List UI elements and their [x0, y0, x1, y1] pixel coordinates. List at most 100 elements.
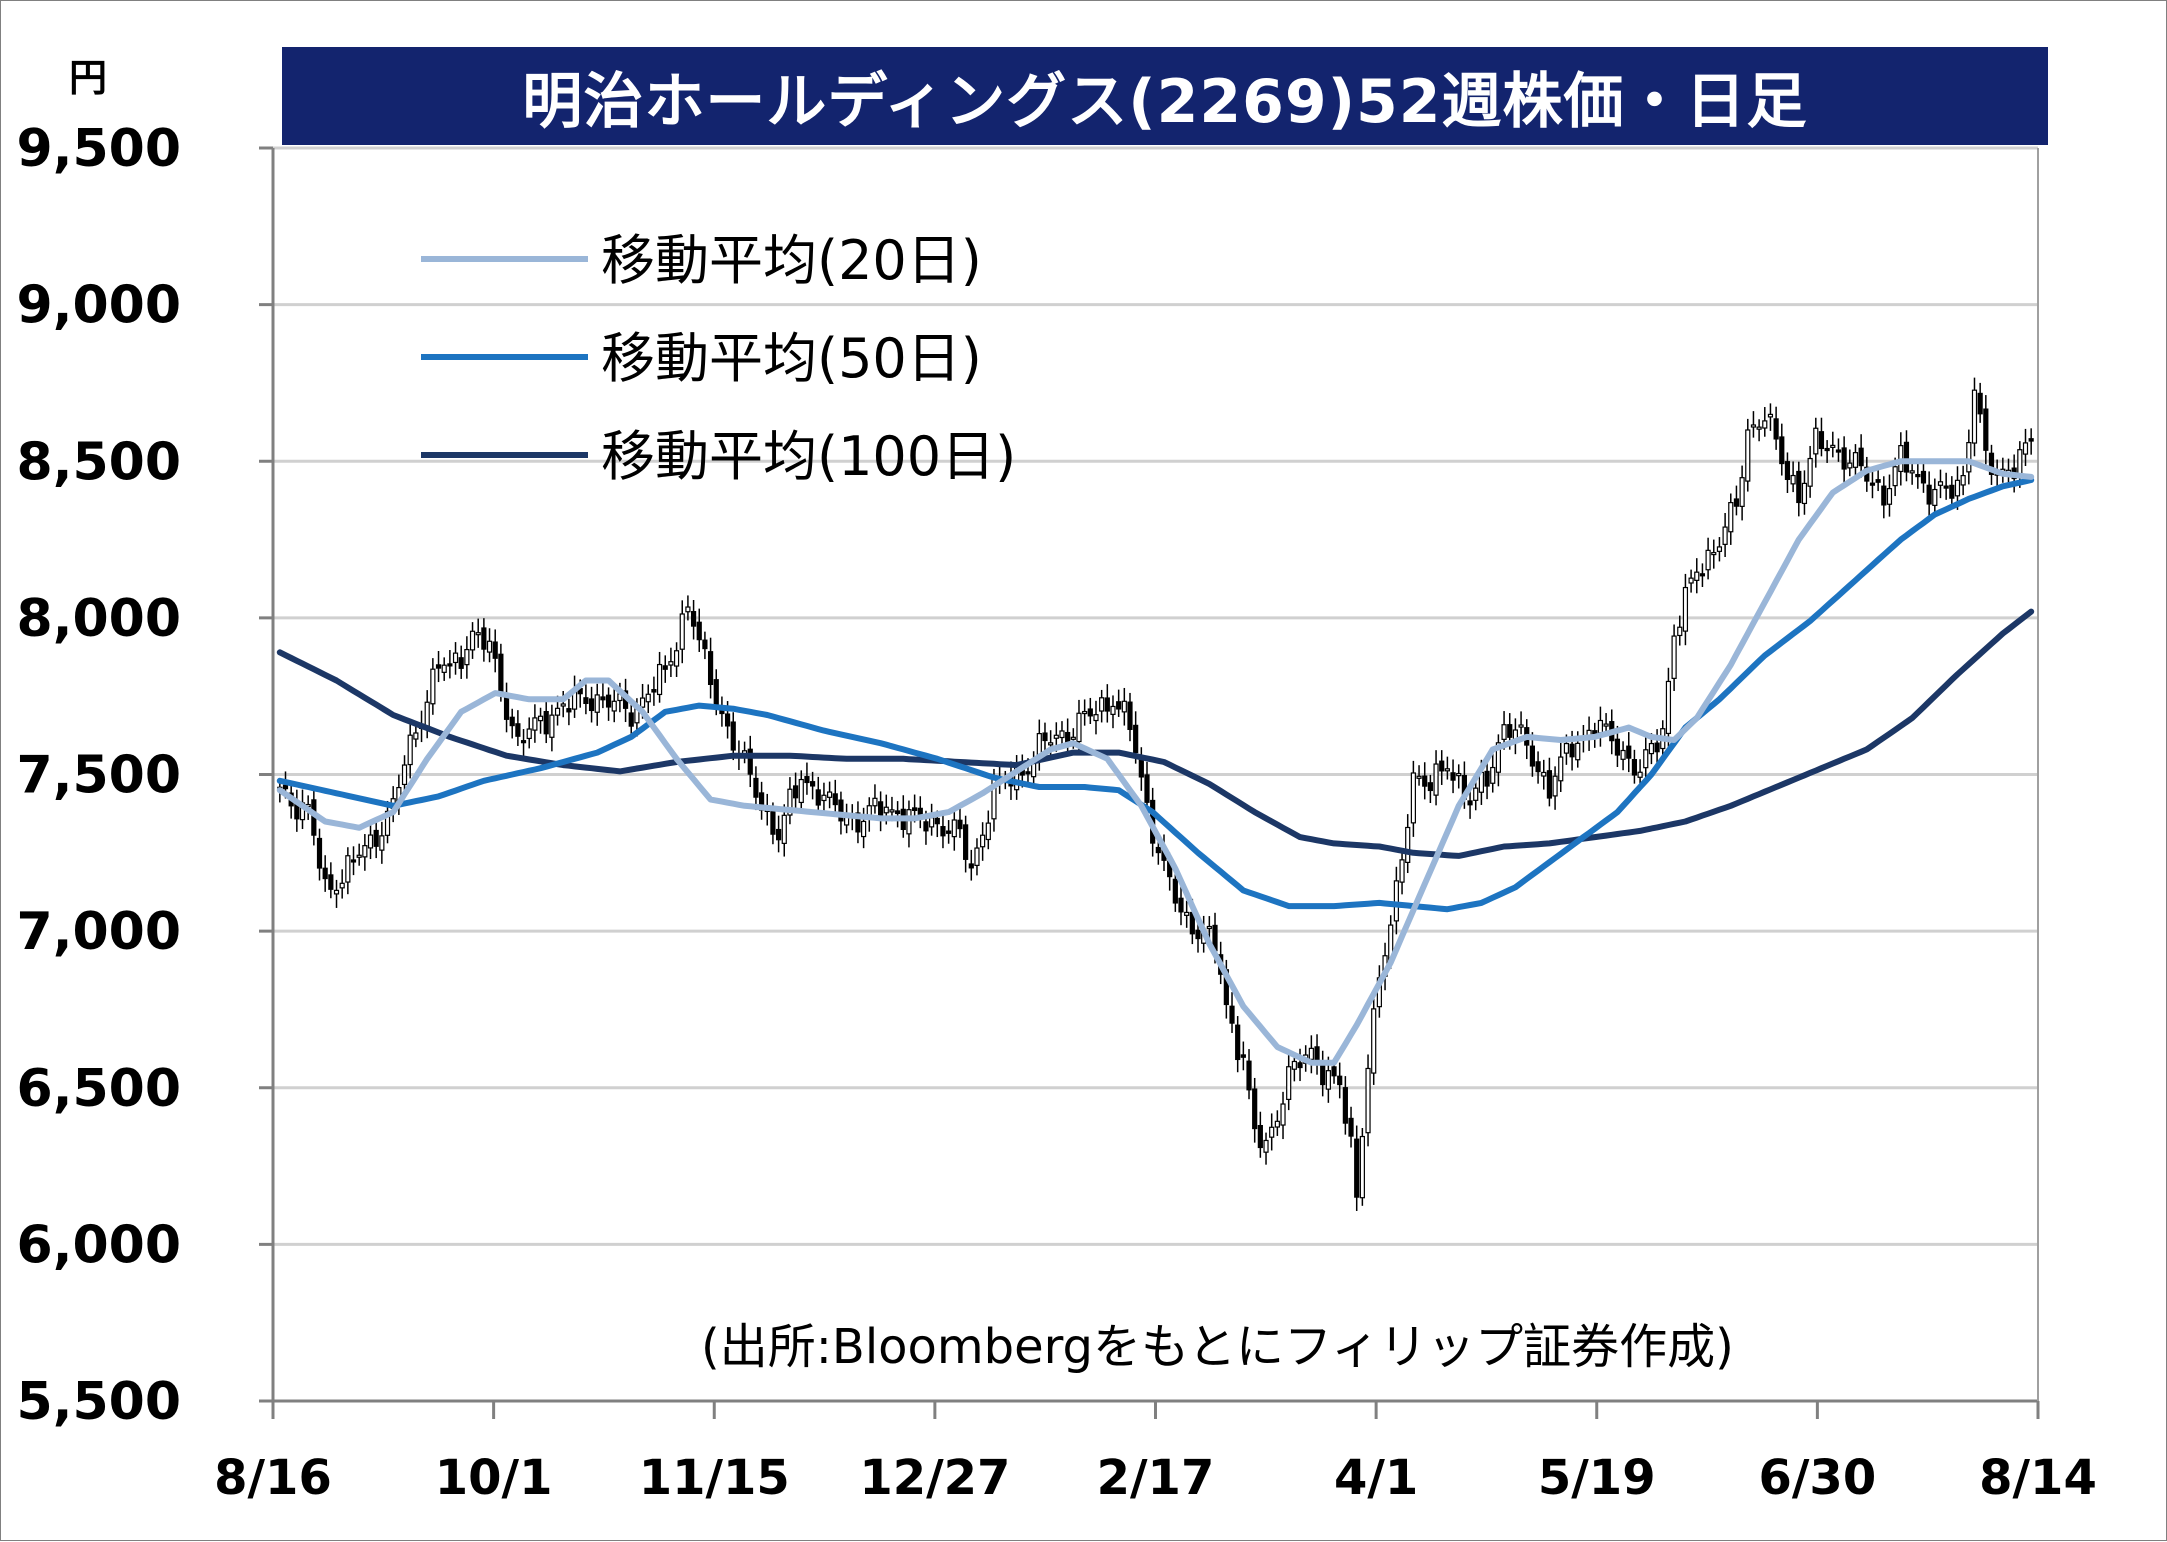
- candle-body: [651, 689, 657, 693]
- candle-body: [1801, 482, 1808, 505]
- candle-body: [1960, 475, 1966, 486]
- candle-body: [827, 791, 833, 798]
- candle-body: [498, 653, 504, 693]
- candle-body: [929, 817, 935, 828]
- candle-body: [1473, 787, 1479, 801]
- ma100-line: [276, 608, 2035, 859]
- candle-body: [951, 819, 957, 838]
- candle-body: [696, 621, 702, 641]
- candle-body: [1954, 479, 1961, 497]
- x-tick-label: 12/27: [859, 1450, 1010, 1506]
- candle-body: [464, 648, 470, 666]
- candle-body: [1937, 481, 1944, 486]
- candle-body: [985, 822, 991, 841]
- candle-body: [685, 606, 691, 613]
- candle-body: [1841, 447, 1847, 470]
- candle-body: [1104, 697, 1110, 712]
- y-tick-label: 6,000: [17, 1215, 181, 1275]
- candle-body: [855, 812, 861, 833]
- candle-body: [1773, 418, 1779, 440]
- candle-body: [1858, 447, 1864, 467]
- candle-body: [1110, 705, 1116, 715]
- candle-body: [1966, 442, 1972, 473]
- candle-body: [1495, 742, 1501, 773]
- candle-body: [815, 789, 821, 806]
- candle-body: [520, 740, 527, 744]
- candle-body: [1535, 761, 1541, 773]
- x-tick-label: 6/30: [1759, 1450, 1877, 1506]
- candle-body: [401, 764, 408, 786]
- axes: 9,500 9,000 8,500 8,000 7,500 7,000 6,500 6,000…: [17, 119, 2097, 1506]
- candle-body: [912, 807, 918, 812]
- candle-body: [980, 834, 986, 848]
- x-tick-label: 8/14: [1979, 1450, 2097, 1506]
- y-tick-label: 7,000: [17, 902, 181, 962]
- candle-body: [1682, 586, 1689, 632]
- candle-body: [526, 728, 532, 740]
- candle-body: [1762, 420, 1768, 429]
- candle-body: [1235, 1024, 1241, 1061]
- candle-body: [1620, 749, 1626, 760]
- candle-body: [713, 679, 719, 707]
- candle-body: [1614, 738, 1621, 756]
- candle-body: [1767, 413, 1774, 418]
- candle-body: [447, 663, 453, 667]
- candle-body: [1331, 1066, 1337, 1077]
- candle-body: [832, 793, 838, 806]
- candle-body: [1648, 742, 1655, 755]
- candle-body: [1456, 772, 1462, 777]
- candle-body: [1739, 477, 1745, 507]
- candle-body: [821, 794, 827, 802]
- candle-body: [1796, 470, 1802, 504]
- candle-body: [413, 732, 419, 740]
- candle-body: [1410, 772, 1416, 824]
- x-tick-label: 8/16: [214, 1450, 332, 1506]
- legend-label-ma20: 移動平均(20日): [601, 229, 982, 292]
- candle-body: [1518, 724, 1524, 728]
- candle-body: [1116, 701, 1122, 710]
- y-tick-label: 6,500: [17, 1059, 181, 1119]
- candle-body: [1699, 573, 1706, 577]
- candle-body: [1926, 484, 1932, 505]
- candle-body: [1065, 731, 1071, 743]
- candle-body: [1507, 724, 1513, 738]
- candle-body: [1422, 775, 1428, 787]
- candle-body: [946, 830, 952, 834]
- candle-body: [1365, 1067, 1371, 1134]
- candle-body: [1807, 457, 1813, 487]
- candle-body: [475, 632, 481, 636]
- source-note: (出所:Bloombergをもとにフィリップ証券作成): [701, 1319, 1734, 1375]
- candle-body: [1172, 878, 1178, 904]
- candle-body: [441, 664, 447, 673]
- candle-body: [1977, 392, 1983, 415]
- candle-body: [486, 640, 493, 653]
- candle-body: [1405, 826, 1411, 864]
- candle-body: [781, 814, 787, 844]
- candle-body: [1240, 1054, 1246, 1058]
- candle-body: [1671, 635, 1677, 679]
- candle-body: [895, 810, 901, 815]
- candle-body: [2022, 442, 2029, 455]
- candle-body: [889, 809, 895, 813]
- candle-body: [600, 696, 606, 701]
- candle-body: [481, 627, 487, 650]
- candle-body: [804, 776, 810, 784]
- candle-body: [702, 639, 708, 650]
- candle-body: [1184, 911, 1190, 916]
- candle-body: [424, 701, 430, 727]
- candle-body: [656, 663, 663, 696]
- candle-body: [1042, 732, 1048, 742]
- candle-body: [1337, 1075, 1343, 1086]
- candle-body: [673, 650, 680, 667]
- candlesticks: [277, 377, 2034, 1211]
- candle-body: [367, 834, 374, 849]
- candle-body: [407, 734, 413, 766]
- candle-body: [861, 820, 867, 838]
- candle-body: [560, 703, 566, 707]
- candle-body: [628, 712, 634, 727]
- candle-body: [1093, 714, 1099, 722]
- candle-body: [594, 694, 600, 713]
- candle-body: [792, 785, 799, 799]
- candle-body: [1716, 546, 1723, 552]
- candle-body: [1813, 427, 1819, 455]
